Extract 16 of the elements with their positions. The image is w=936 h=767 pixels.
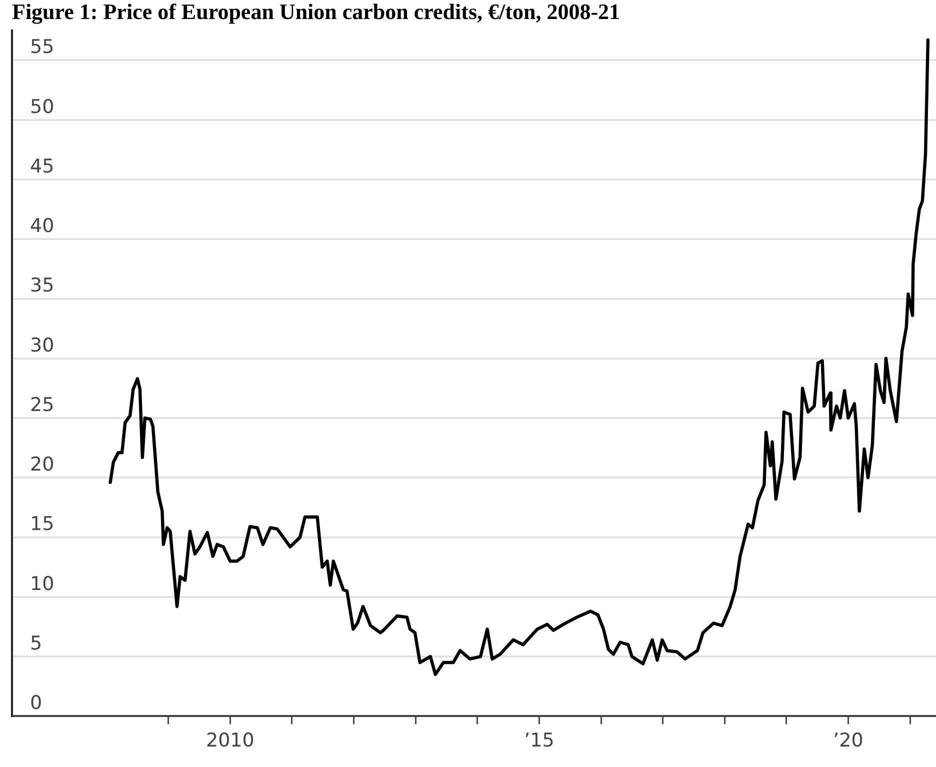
chart-title: Figure 1: Price of European Union carbon credits, €/ton, 2008-21 (12, 0, 620, 24)
y-tick-label: 10 (30, 572, 54, 595)
y-tick-label: 35 (30, 274, 54, 297)
y-tick-label: 55 (30, 36, 54, 58)
y-tick-label: 25 (30, 394, 54, 416)
y-tick-label: 15 (30, 513, 54, 536)
y-tick-label: 40 (30, 215, 54, 238)
x-tick-label: ’15 (524, 730, 554, 752)
y-tick-label: 30 (30, 334, 54, 356)
y-tick-label: 20 (30, 454, 54, 476)
y-tick-label: 45 (30, 155, 54, 178)
y-tick-label: 5 (30, 632, 42, 655)
x-tick-label: ’20 (833, 730, 864, 752)
y-tick-label: 50 (30, 96, 54, 118)
x-tick-label: 2010 (206, 730, 254, 752)
y-tick-label: 0 (30, 692, 42, 714)
